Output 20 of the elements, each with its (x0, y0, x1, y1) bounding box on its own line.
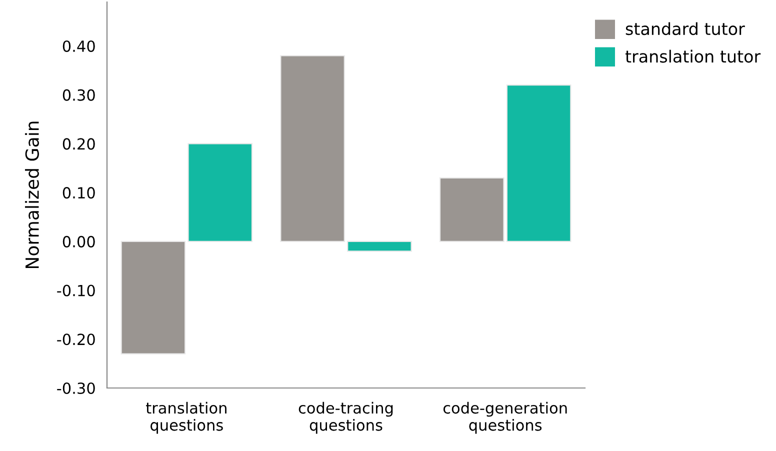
legend-label: standard tutor (626, 22, 745, 36)
y-tick-label: -0.20 (57, 334, 95, 346)
y-tick-label: -0.10 (57, 284, 95, 296)
bar (439, 177, 504, 242)
bar (347, 240, 412, 252)
bar (188, 143, 253, 242)
legend-label: translation tutor (625, 50, 761, 63)
bar (506, 84, 572, 242)
y-tick-label: 0.00 (62, 236, 95, 248)
x-tick-label: code-tracing questions (298, 402, 393, 434)
y-tick-label: 0.10 (62, 187, 95, 199)
y-tick-label: 0.40 (62, 40, 95, 52)
y-tick-label: -0.30 (57, 382, 95, 394)
x-tick-label: translation questions (146, 402, 226, 434)
y-tick-label: 0.20 (62, 138, 95, 150)
y-axis-title: Normalized Gain (24, 122, 39, 268)
bar (280, 55, 345, 242)
bar (120, 240, 186, 354)
y-tick-label: 0.30 (62, 89, 95, 101)
x-tick-label: code-generation questions (443, 402, 567, 434)
